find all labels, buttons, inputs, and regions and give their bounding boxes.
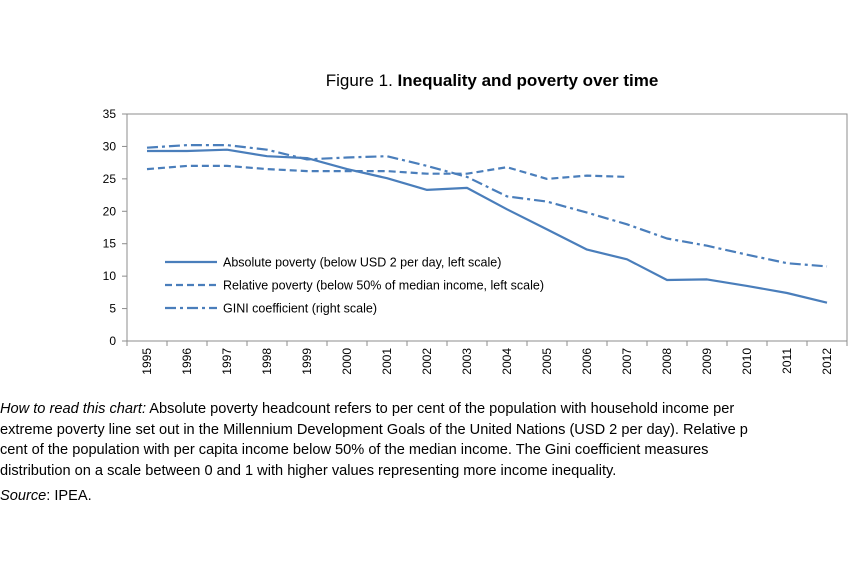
source-label: Source — [0, 488, 47, 504]
x-tick-label: 2004 — [500, 348, 514, 375]
x-tick-label: 1997 — [220, 348, 234, 375]
x-tick-label: 2012 — [820, 348, 834, 375]
chart-title-prefix: Figure 1. — [326, 71, 398, 90]
axes: 0 5 10 15 20 25 30 35 1995 1996 1997 1998 1999 2000 20… — [103, 107, 848, 375]
x-tick-label: 2001 — [380, 348, 394, 375]
chart-title: Figure 1. Inequality and poverty over ti… — [326, 71, 659, 90]
series-line-3 — [146, 144, 828, 268]
chart-title-main: Inequality and poverty over time — [398, 71, 659, 90]
legend: Absolute poverty (below USD 2 per day, l… — [165, 256, 544, 316]
x-tick-label: 2005 — [540, 348, 554, 375]
y-tick-label: 35 — [103, 107, 117, 121]
chart-note: How to read this chart: Absolute poverty… — [0, 399, 862, 481]
series-layer — [146, 144, 828, 304]
y-tick-label: 5 — [109, 302, 116, 316]
legend-label-3: GINI coefficient (right scale) — [223, 302, 377, 316]
note-line-1: How to read this chart: Absolute poverty… — [0, 401, 735, 417]
y-tick-label: 10 — [103, 269, 117, 283]
y-tick-label: 15 — [103, 237, 117, 251]
note-line-4: distribution on a scale between 0 and 1 … — [0, 462, 617, 479]
x-tick-label: 2007 — [620, 348, 634, 375]
source-text: : IPEA. — [46, 488, 92, 504]
x-tick-label: 2009 — [700, 348, 714, 375]
y-tick-label: 30 — [103, 139, 117, 153]
x-tick-label: 2003 — [460, 348, 474, 375]
x-tick-label: 1999 — [300, 348, 314, 375]
x-tick-label: 1998 — [260, 348, 274, 375]
y-tick-label: 20 — [103, 204, 117, 218]
legend-label-1: Absolute poverty (below USD 2 per day, l… — [223, 256, 501, 270]
series-line-1 — [147, 148, 828, 304]
chart-source: Source: IPEA. — [0, 486, 862, 507]
x-tick-label: 1996 — [180, 348, 194, 375]
note-label: How to read this chart: — [0, 401, 147, 417]
legend-label-2: Relative poverty (below 50% of median in… — [223, 279, 544, 293]
note-line-3: cent of the population with per capita i… — [0, 442, 709, 458]
x-tick-label: 2008 — [660, 348, 674, 375]
y-tick-label: 25 — [103, 172, 117, 186]
x-tick-label: 2002 — [420, 348, 434, 375]
x-tick-label: 2010 — [740, 348, 754, 375]
x-tick-label: 2006 — [580, 348, 594, 375]
y-tick-label: 0 — [109, 334, 116, 348]
x-tick-label: 1995 — [140, 348, 154, 375]
note-line-2: extreme poverty line set out in the Mill… — [0, 421, 748, 438]
series-line-2 — [146, 164, 628, 180]
x-tick-label: 2000 — [340, 348, 354, 375]
x-tick-label: 2011 — [780, 348, 794, 374]
